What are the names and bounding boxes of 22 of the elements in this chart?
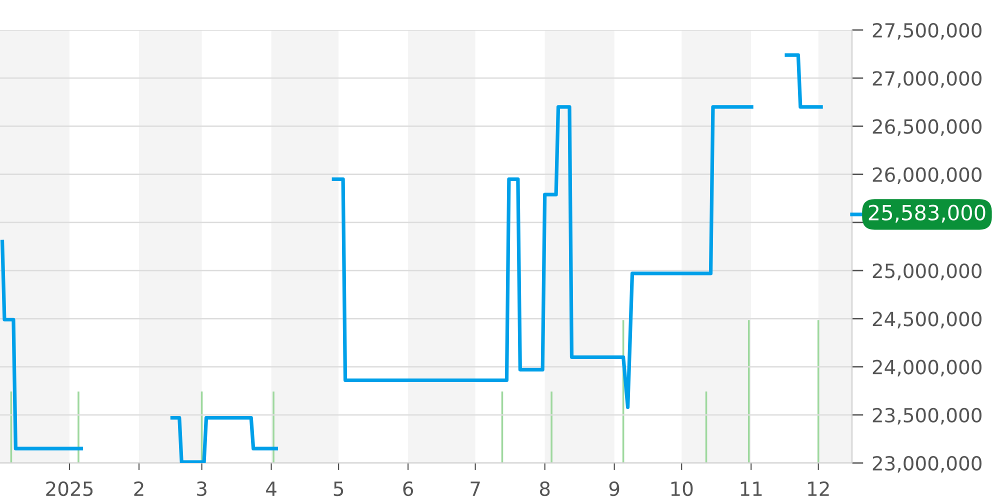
x-tick-label: 6 [403, 481, 414, 496]
y-tick-label: 26,500,000 [872, 119, 982, 136]
y-tick-label: 23,000,000 [872, 456, 982, 473]
x-tick-label: 5 [334, 482, 344, 496]
y-tick-label: 23,500,000 [872, 408, 982, 425]
x-tick-label: 2025 [46, 481, 93, 496]
y-tick-label: 25,000,000 [872, 264, 982, 280]
x-tick-label: 2 [134, 481, 144, 496]
y-tick-label: 26,000,000 [872, 167, 982, 184]
text: 25,583,000 [868, 204, 986, 223]
y-tick-label: 27,000,000 [872, 71, 982, 88]
x-tick-label: 8 [540, 481, 550, 496]
y-tick-label: 24,500,000 [872, 312, 982, 328]
x-tick-label: 7 [470, 482, 480, 496]
x-tick-label: 3 [197, 481, 206, 496]
y-tick-label: 27,500,000 [872, 22, 982, 40]
x-tick-label: 10 [671, 481, 693, 496]
y-tick-label: 24,000,000 [872, 360, 982, 376]
x-tick-label: 9 [609, 481, 620, 496]
x-tick-label: 4 [266, 482, 276, 496]
x-tick-label: 12 [808, 481, 829, 496]
x-tick-label: 11 [740, 482, 762, 496]
